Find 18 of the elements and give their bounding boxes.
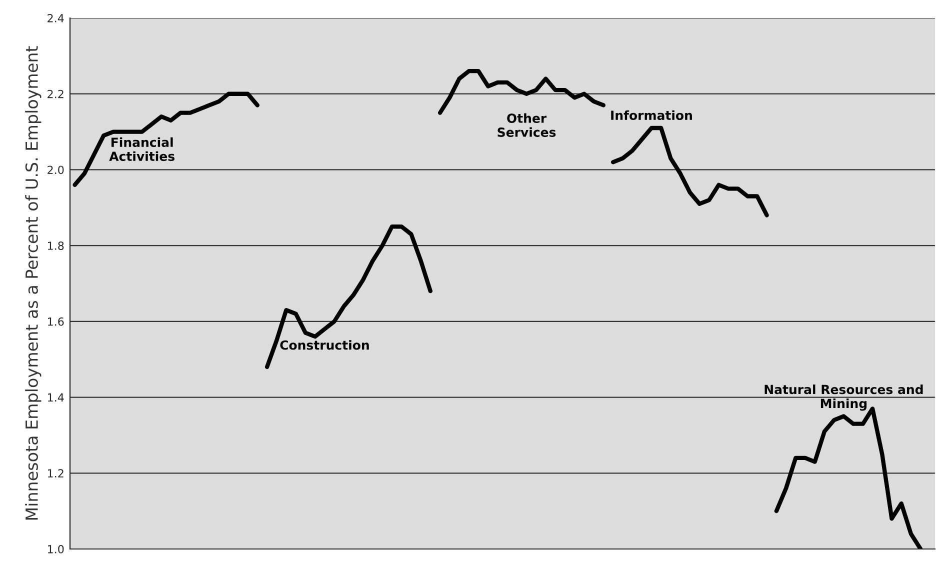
- y-tick-label: 2.0: [48, 166, 64, 174]
- y-tick-label: 1.2: [48, 469, 64, 478]
- series-label: Construction: [280, 340, 369, 350]
- line-series: [264, 224, 432, 370]
- line-series: [438, 69, 606, 115]
- y-tick-label: 1.8: [48, 242, 64, 250]
- series-label: Information: [611, 110, 692, 120]
- series-label: Other Services: [498, 113, 556, 137]
- y-tick-label: 2.2: [48, 90, 64, 98]
- y-tick-label: 2.4: [48, 14, 64, 22]
- line-series: [72, 92, 260, 187]
- y-tick-label: 1.0: [48, 544, 64, 554]
- line-series: [610, 126, 769, 218]
- series-label: Natural Resources and Mining: [764, 384, 923, 411]
- series-label: Financial Activities: [109, 137, 174, 162]
- y-tick-label: 1.6: [48, 317, 64, 326]
- y-tick-label: 1.4: [48, 393, 64, 402]
- y-axis-title: Minnesota Employment as a Percent of U.S. Employment: [25, 46, 42, 520]
